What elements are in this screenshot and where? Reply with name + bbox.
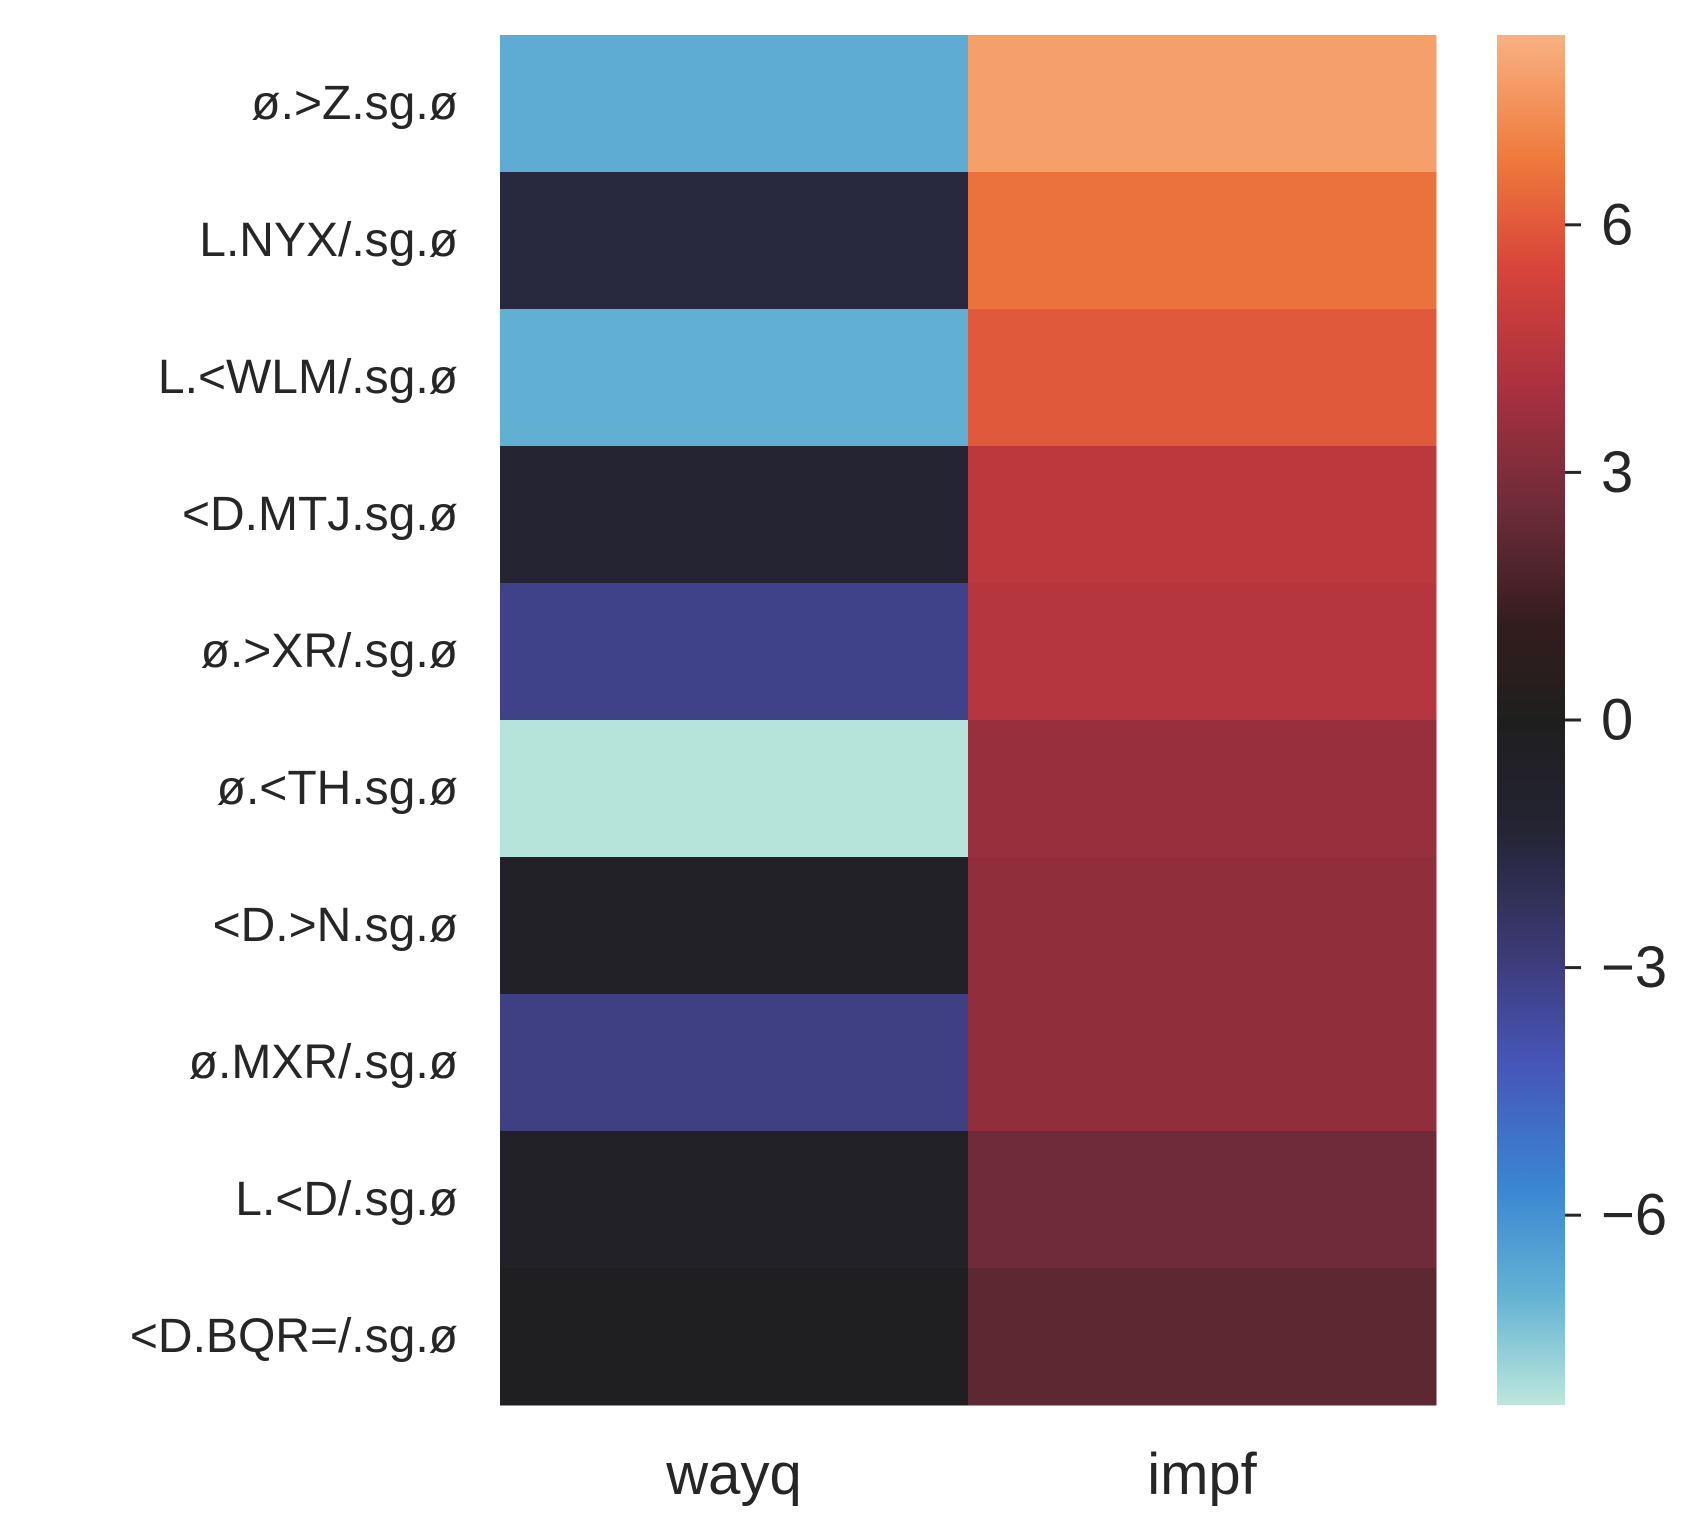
heatmap-cell (968, 720, 1437, 858)
heatmap-cell (500, 720, 969, 858)
row-label: L.NYX/.sg.ø (199, 214, 458, 267)
colorbar-ticks: 6 3 0 −3 −6 (1565, 192, 1667, 1248)
heatmap-cell (500, 309, 969, 447)
row-label: <D.BQR=/.sg.ø (130, 1310, 458, 1363)
colorbar-tick-label: −3 (1601, 935, 1667, 1000)
heatmap-cell (968, 309, 1437, 447)
colorbar (1497, 35, 1565, 1405)
row-label: <D.MTJ.sg.ø (182, 488, 458, 541)
row-label: ø.MXR/.sg.ø (189, 1036, 458, 1089)
row-label: ø.>XR/.sg.ø (201, 625, 458, 678)
colorbar-tick-label: 6 (1601, 192, 1633, 257)
heatmap-cell (500, 994, 969, 1132)
heatmap-cell (968, 857, 1437, 995)
heatmap-cell (500, 1131, 969, 1269)
column-labels: wayq impf (665, 1442, 1257, 1507)
row-label: ø.>Z.sg.ø (251, 77, 458, 130)
heatmap-cell (968, 446, 1437, 584)
row-label: ø.<TH.sg.ø (217, 762, 458, 815)
heatmap-cells (500, 35, 1437, 1406)
column-label: wayq (665, 1442, 801, 1507)
heatmap-cell (500, 35, 969, 173)
heatmap-cell (968, 994, 1437, 1132)
heatmap-cell (968, 583, 1437, 721)
heatmap-cell (968, 1268, 1437, 1406)
row-label: L.<D/.sg.ø (235, 1173, 458, 1226)
heatmap-cell (500, 172, 969, 310)
heatmap-cell (968, 172, 1437, 310)
colorbar-tick-label: 0 (1601, 688, 1633, 753)
row-label: L.<WLM/.sg.ø (158, 351, 458, 404)
column-label: impf (1147, 1442, 1257, 1507)
heatmap-cell (500, 857, 969, 995)
heatmap-cell (968, 1131, 1437, 1269)
heatmap-cell (500, 583, 969, 721)
row-labels: ø.>Z.sg.ø L.NYX/.sg.ø L.<WLM/.sg.ø <D.MTJ.s… (130, 77, 458, 1363)
colorbar-tick-label: 3 (1601, 440, 1633, 505)
row-label: <D.>N.sg.ø (213, 899, 458, 952)
heatmap-cell (500, 1268, 969, 1406)
colorbar-tick-label: −6 (1601, 1183, 1667, 1248)
heatmap-cell (500, 446, 969, 584)
heatmap-cell (968, 35, 1437, 173)
